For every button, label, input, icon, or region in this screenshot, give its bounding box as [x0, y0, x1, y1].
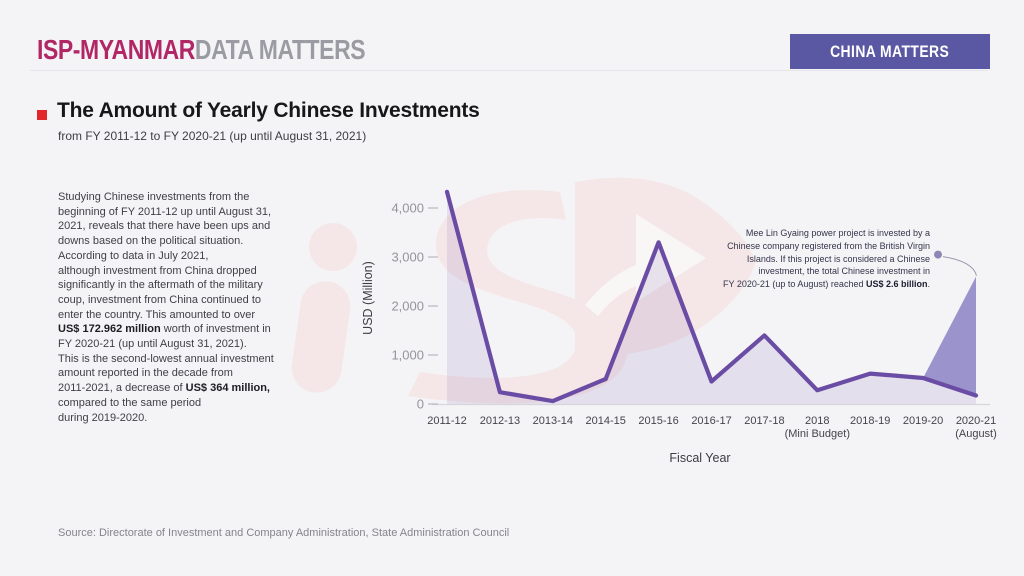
investment-line — [444, 189, 979, 404]
logo-secondary-text: DATA MATTERS — [194, 34, 366, 65]
x-tick-sublabel: (Mini Budget) — [785, 428, 850, 440]
y-tick-label: 2,000 — [391, 299, 424, 314]
watermark-s-shape — [408, 189, 628, 404]
page-subtitle: from FY 2011-12 to FY 2020-21 (up until … — [58, 129, 367, 143]
logo-primary-text: ISP-MYANMAR — [37, 34, 195, 65]
x-tick-label: 2011-12 — [427, 415, 467, 427]
x-tick-label: 2013-14 — [533, 415, 573, 427]
x-tick-label: 2020-21 — [956, 415, 996, 427]
mee-lin-gyaing-annotation: Mee Lin Gyaing power project is invested… — [723, 228, 930, 290]
annotation-dot — [934, 250, 942, 259]
page-title: The Amount of Yearly Chinese Investments — [57, 99, 480, 122]
x-axis-title: Fiscal Year — [669, 451, 730, 465]
x-tick-label: 2012-13 — [480, 415, 520, 427]
y-tick-label: 0 — [417, 397, 424, 412]
y-tick-label: 1,000 — [391, 348, 424, 363]
y-axis-title: USD (Million) — [361, 261, 375, 335]
body-paragraph: Studying Chinese investments from the beg… — [58, 191, 274, 424]
x-tick-label: 2018-19 — [850, 415, 890, 427]
x-tick-label: 2014-15 — [586, 415, 626, 427]
header-divider — [30, 70, 988, 71]
annotation-connector-line — [942, 256, 977, 276]
watermark-arrow-tail — [585, 262, 648, 316]
highlight-scenario-area — [923, 276, 976, 396]
china-matters-badge: CHINA MATTERS — [790, 34, 990, 69]
title-bullet-marker — [37, 110, 47, 120]
x-tick-label: 2018 — [805, 415, 829, 427]
x-tick-label: 2015-16 — [638, 415, 678, 427]
chart-area-fill — [447, 191, 976, 404]
x-tick-sublabel: (August) — [955, 428, 997, 440]
source-credit: Source: Directorate of Investment and Co… — [58, 527, 510, 539]
y-tick-label: 3,000 — [391, 250, 424, 265]
isp-myanmar-logo: ISP-MYANMARDATA MATTERS — [37, 34, 366, 66]
y-tick-label: 4,000 — [391, 201, 424, 216]
x-tick-label: 2016-17 — [691, 415, 731, 427]
badge-label: CHINA MATTERS — [830, 41, 950, 61]
x-tick-label: 2017-18 — [744, 415, 784, 427]
x-tick-label: 2019-20 — [903, 415, 943, 427]
